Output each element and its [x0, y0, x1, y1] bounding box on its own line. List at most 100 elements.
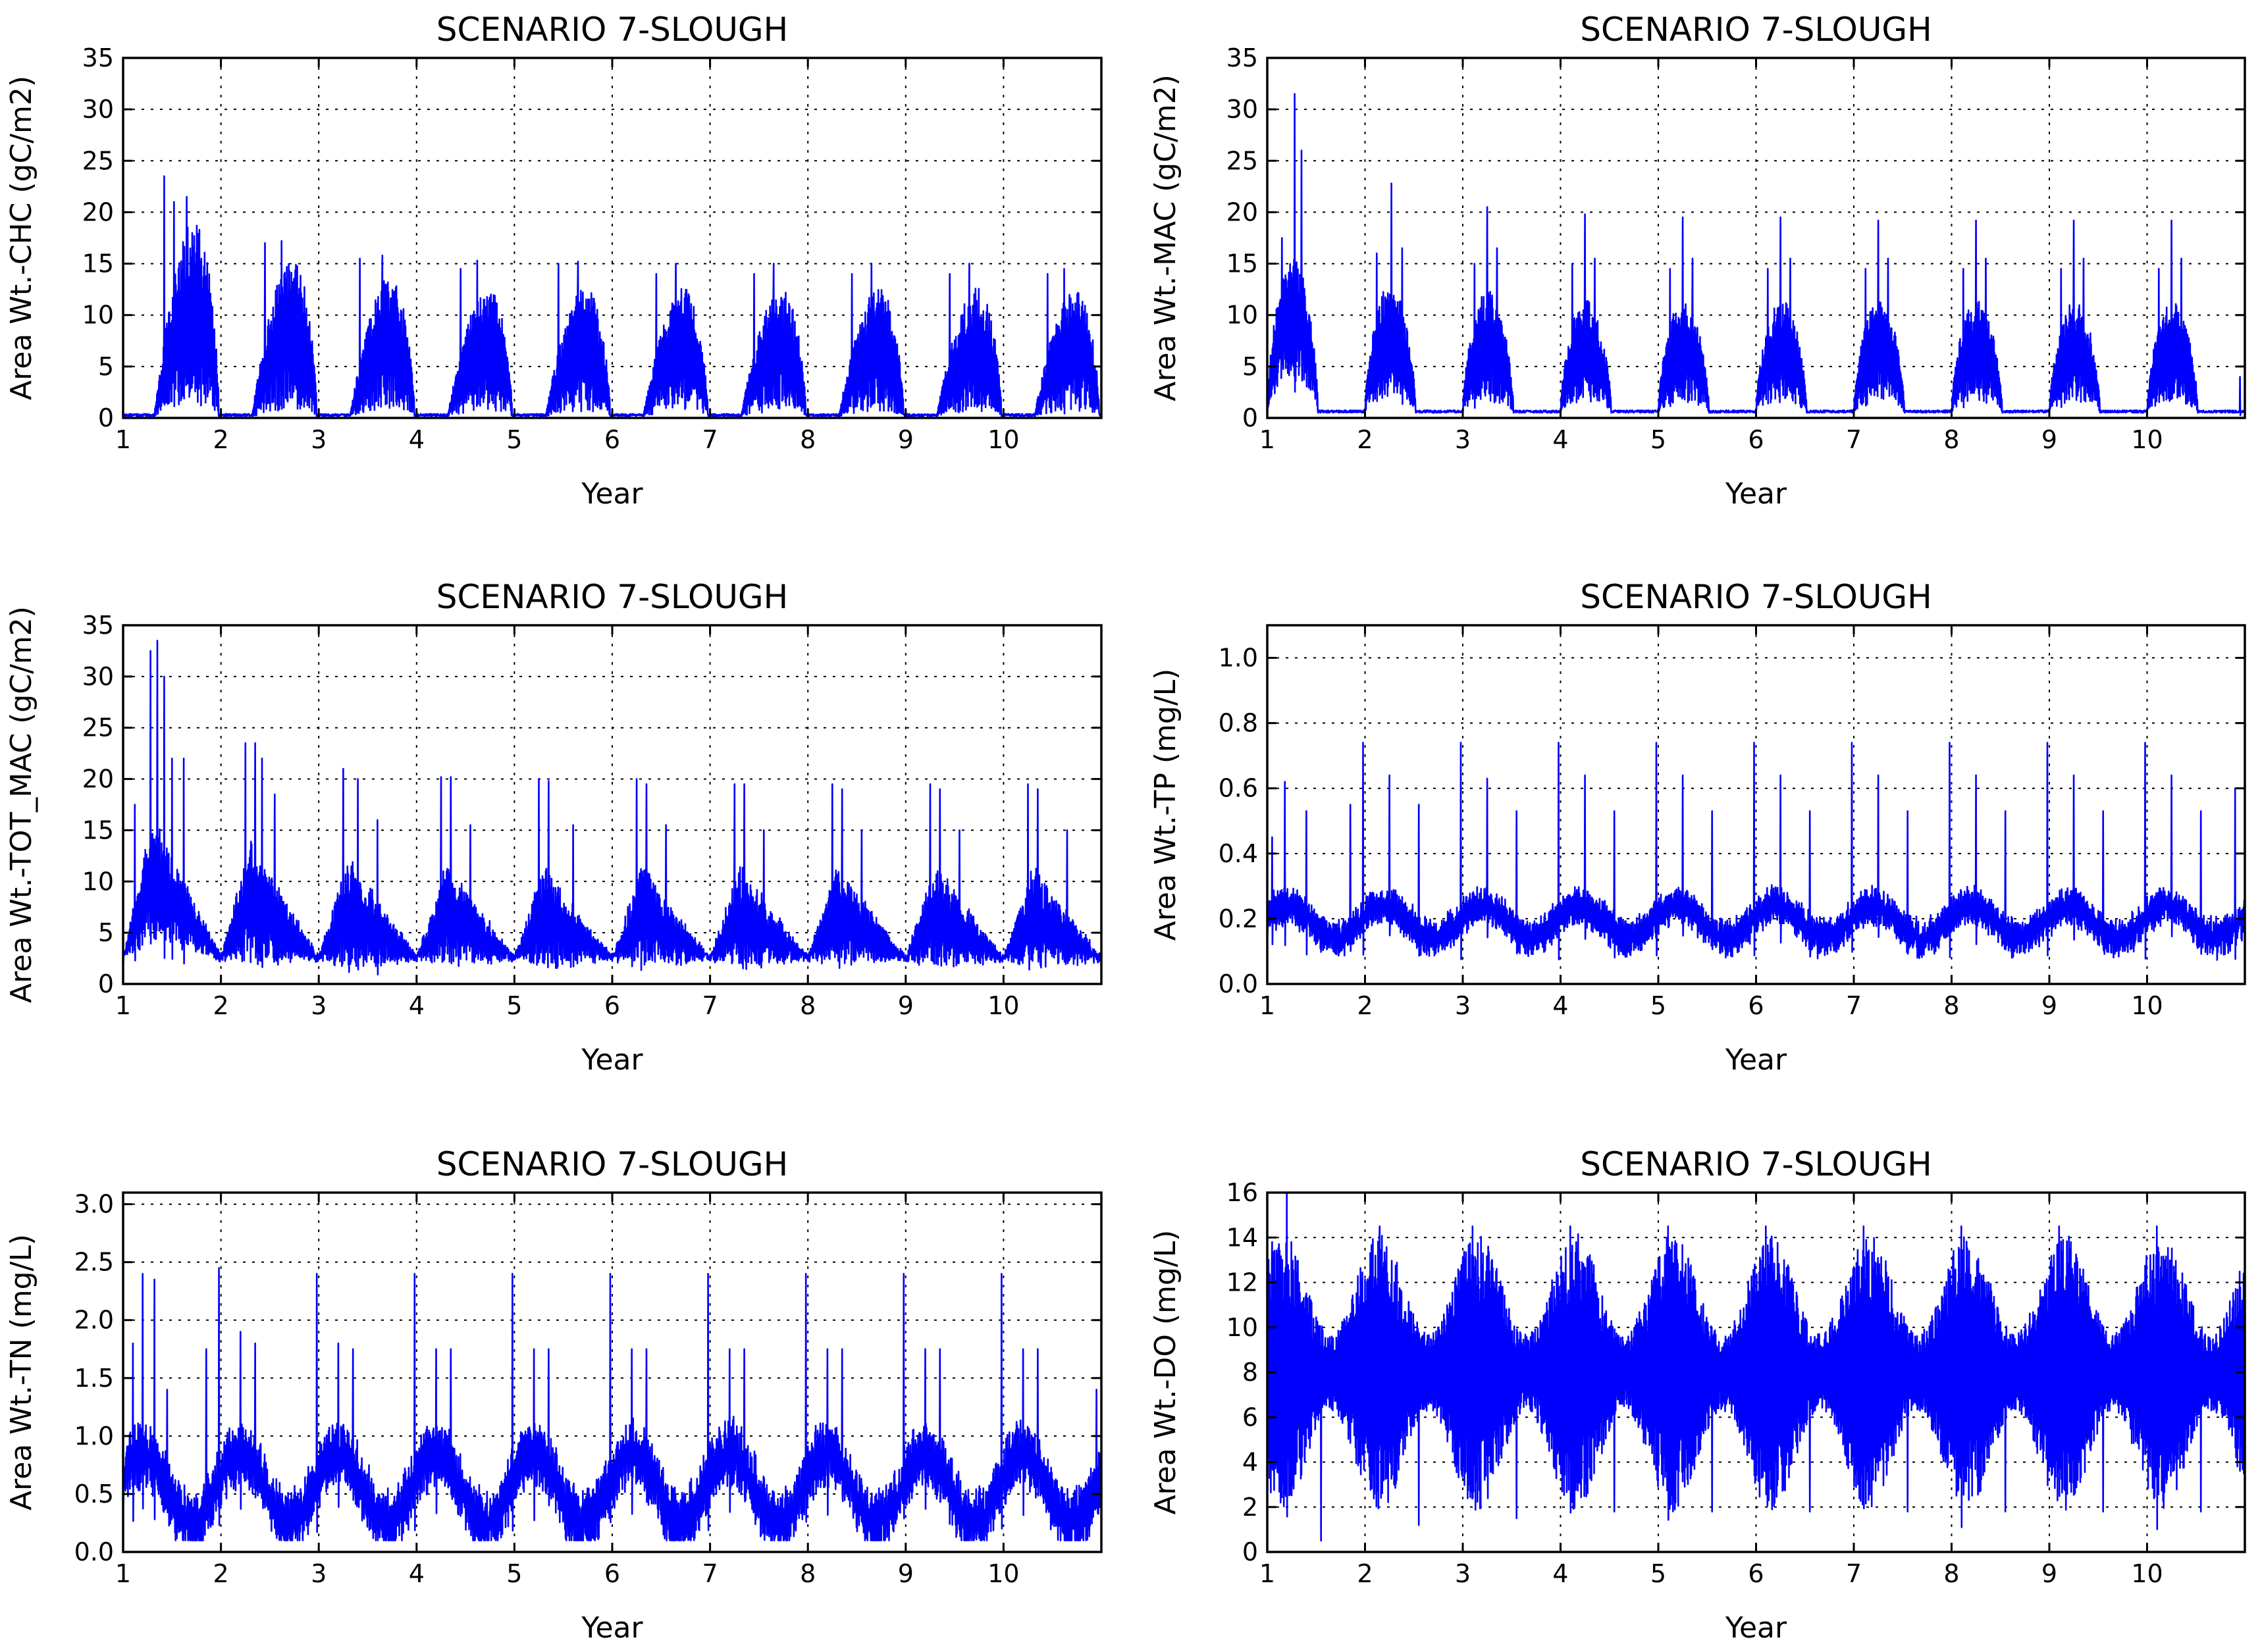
panel-5: 1 2 3 4 5 6 7 8 9 10 0.0 0.5 1.0 1.5 2.0 2.5 3.0 SCENARIO…: [5, 1145, 1103, 1645]
x-tick-label: 8: [800, 425, 816, 454]
x-tick-label: 4: [1552, 1559, 1568, 1588]
x-tick-label: 9: [898, 425, 914, 454]
x-tick-label: 3: [311, 991, 327, 1020]
x-tick-label: 7: [702, 991, 718, 1020]
x-tick-label: 4: [409, 425, 425, 454]
y-tick-label: 0: [1242, 1537, 1258, 1566]
x-tick-label: 10: [987, 1559, 1019, 1588]
y-tick-label: 0.6: [1219, 774, 1258, 803]
y-tick-label: 14: [1226, 1223, 1258, 1252]
y-tick-label: 0.0: [74, 1537, 114, 1566]
x-tick-label: 5: [1650, 991, 1666, 1020]
x-tick-label: 5: [1650, 425, 1666, 454]
x-axis-label: Year: [581, 1043, 643, 1077]
x-tick-label: 7: [1846, 425, 1862, 454]
x-tick-label: 2: [1357, 425, 1373, 454]
y-tick-label: 35: [82, 611, 114, 640]
y-tick-label: 35: [1226, 43, 1258, 72]
x-tick-label: 3: [311, 425, 327, 454]
x-tick-label: 7: [702, 1559, 718, 1588]
series-line-do: [1267, 1193, 2245, 1542]
y-tick-label: 20: [82, 765, 114, 794]
y-tick-label: 35: [82, 43, 114, 72]
x-tick-label: 8: [1943, 1559, 1959, 1588]
series-line-tot-mac: [123, 640, 1101, 975]
y-tick-label: 1.0: [74, 1422, 114, 1451]
x-tick-label: 3: [311, 1559, 327, 1588]
series-line-tp: [1267, 742, 2245, 961]
x-tick-label: 2: [213, 425, 229, 454]
panel-title: SCENARIO 7-SLOUGH: [1580, 11, 1932, 49]
y-tick-label: 0.5: [74, 1480, 114, 1509]
x-tick-label: 6: [604, 991, 620, 1020]
y-axis-label: Area Wt.-MAC (gC/m2): [1149, 74, 1182, 401]
y-tick-label: 5: [98, 918, 114, 947]
x-tick-label: 6: [1748, 991, 1764, 1020]
x-tick-label: 2: [1357, 991, 1373, 1020]
x-tick-label: 10: [2131, 991, 2163, 1020]
x-axis-label: Year: [1725, 1611, 1787, 1645]
x-tick-label: 10: [2131, 1559, 2163, 1588]
x-tick-label: 5: [506, 991, 522, 1020]
panel-4: 1 2 3 4 5 6 7 8 9 10 0.0 0.2 0.4 0.6 0.8 1.0 SCENARIO 7-…: [1149, 578, 2246, 1077]
x-tick-label: 1: [1259, 991, 1275, 1020]
panel-1: 1 2 3 4 5 6 7 8 9 10 0 5 10 15 20 25 30 35 SCENARIO 7-SLOU…: [5, 11, 1103, 511]
x-tick-label: 1: [115, 425, 131, 454]
y-tick-label: 25: [1226, 146, 1258, 175]
y-tick-label: 25: [82, 146, 114, 175]
x-tick-label: 6: [604, 425, 620, 454]
series-line-tn: [123, 1267, 1101, 1541]
x-tick-label: 8: [1943, 425, 1959, 454]
y-tick-label: 0: [98, 403, 114, 432]
x-tick-label: 2: [1357, 1559, 1373, 1588]
y-tick-label: 4: [1242, 1448, 1258, 1477]
x-axis-label: Year: [1725, 477, 1787, 511]
x-tick-label: 9: [2041, 1559, 2057, 1588]
x-tick-label: 5: [506, 425, 522, 454]
x-tick-label: 10: [2131, 425, 2163, 454]
y-tick-label: 30: [1226, 95, 1258, 124]
y-tick-label: 20: [1226, 197, 1258, 226]
x-tick-label: 9: [898, 991, 914, 1020]
x-tick-label: 5: [1650, 1559, 1666, 1588]
x-tick-label: 10: [987, 991, 1019, 1020]
panel-title: SCENARIO 7-SLOUGH: [436, 1145, 789, 1183]
x-axis-label: Year: [1725, 1043, 1787, 1077]
y-tick-label: 0: [98, 969, 114, 998]
x-tick-label: 3: [1455, 991, 1471, 1020]
y-axis-label: Area Wt.-TOT_MAC (gC/m2): [5, 606, 38, 1003]
y-tick-label: 1.5: [74, 1364, 114, 1393]
x-tick-label: 6: [604, 1559, 620, 1588]
panel-title: SCENARIO 7-SLOUGH: [1580, 1145, 1932, 1183]
x-tick-label: 9: [2041, 991, 2057, 1020]
x-axis-label: Year: [581, 1611, 643, 1645]
y-tick-label: 30: [82, 662, 114, 691]
x-axis-label: Year: [581, 477, 643, 511]
y-tick-label: 0.2: [1219, 904, 1258, 933]
y-tick-label: 20: [82, 197, 114, 226]
y-axis-label: Area Wt.-DO (mg/L): [1149, 1230, 1182, 1515]
y-tick-label: 2.0: [74, 1306, 114, 1335]
x-tick-label: 1: [115, 1559, 131, 1588]
x-tick-label: 8: [800, 1559, 816, 1588]
y-tick-label: 1.0: [1219, 644, 1258, 673]
y-tick-label: 0.4: [1219, 839, 1258, 868]
x-tick-label: 8: [800, 991, 816, 1020]
y-tick-label: 15: [82, 249, 114, 278]
x-tick-label: 7: [702, 425, 718, 454]
y-axis-label: Area Wt.-TN (mg/L): [5, 1234, 38, 1510]
x-tick-label: 6: [1748, 425, 1764, 454]
x-tick-label: 10: [987, 425, 1019, 454]
x-tick-label: 4: [1552, 991, 1568, 1020]
y-tick-label: 2.5: [74, 1248, 114, 1277]
y-tick-label: 6: [1242, 1403, 1258, 1432]
x-tick-label: 7: [1846, 991, 1862, 1020]
y-tick-label: 15: [82, 815, 114, 844]
x-tick-label: 5: [506, 1559, 522, 1588]
y-tick-label: 12: [1226, 1268, 1258, 1297]
y-tick-label: 0: [1242, 403, 1258, 432]
x-tick-label: 6: [1748, 1559, 1764, 1588]
x-tick-label: 8: [1943, 991, 1959, 1020]
y-tick-label: 30: [82, 95, 114, 124]
